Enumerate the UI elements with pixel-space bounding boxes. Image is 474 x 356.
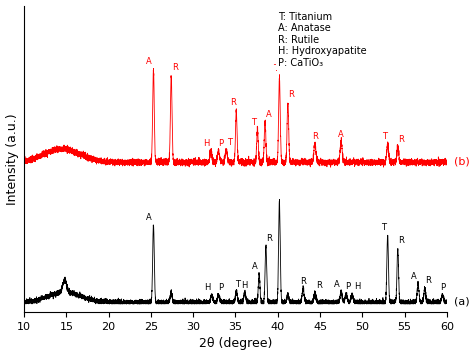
Text: A: A [338,130,344,139]
Text: R: R [172,63,178,72]
Y-axis label: Intensity (a.u.): Intensity (a.u.) [6,113,18,205]
Text: A: A [146,213,152,221]
Text: P: P [218,139,223,148]
Text: R: R [316,281,322,290]
Text: R: R [266,234,272,244]
Text: T: T [251,118,255,127]
Text: T: Titanium
A: Anatase
R: Rutile
H: Hydroxyapatite
P: CaTiO₃: T: Titanium A: Anatase R: Rutile H: Hydr… [278,12,366,68]
Text: (b): (b) [454,157,469,167]
Text: R: R [425,276,431,285]
Text: T: T [236,280,240,289]
Text: A: A [411,272,417,281]
Text: T: T [381,223,386,232]
Text: H: H [242,281,248,290]
Text: R: R [398,236,404,245]
Text: H: H [354,282,360,291]
Text: P: P [440,283,445,292]
Text: A: A [146,57,152,66]
Text: R: R [230,98,236,107]
Text: A: A [265,110,271,119]
Text: (a): (a) [454,297,469,307]
Text: H: H [203,139,210,148]
Text: R: R [288,90,294,99]
Text: R: R [398,135,404,144]
Text: R: R [312,132,318,141]
Text: R: R [300,277,306,286]
Text: P: P [346,282,350,291]
Text: A: A [334,280,340,289]
Text: H: H [204,283,211,292]
Text: T: T [227,138,232,147]
Text: P: P [218,283,223,292]
Text: T: T [273,64,278,73]
Text: T: T [382,132,387,141]
X-axis label: 2θ (degree): 2θ (degree) [199,337,272,350]
Text: A: A [252,262,258,271]
